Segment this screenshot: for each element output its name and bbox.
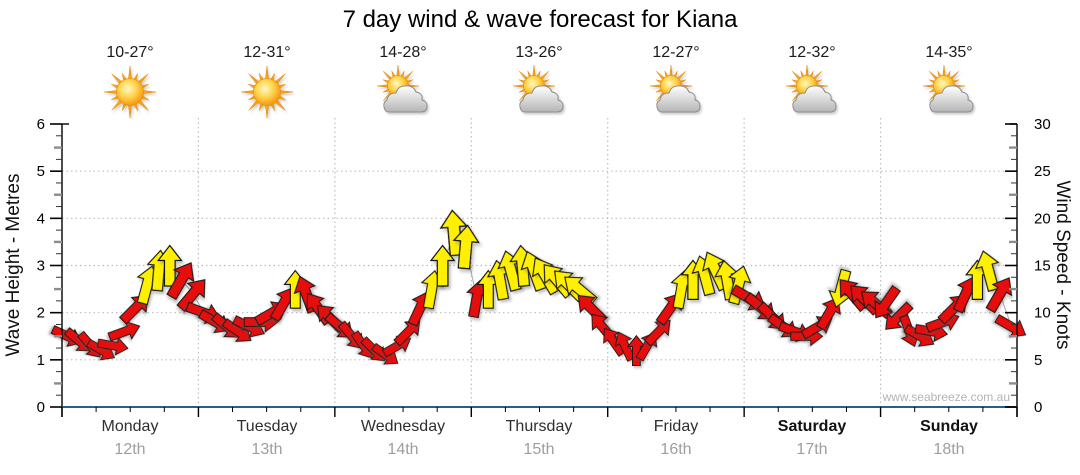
wind-arrow: [452, 224, 480, 270]
left-tick-label: 4: [37, 210, 45, 227]
cloud-icon: [383, 85, 428, 113]
temp-range-saturday: 12-32°: [788, 44, 836, 61]
date-label-12th: 12th: [114, 441, 146, 458]
watermark: www.seabreeze.com.au: [882, 390, 1010, 404]
sun-icon: [240, 65, 294, 119]
temp-range-monday: 10-27°: [106, 44, 154, 61]
wind-arrow: [643, 319, 671, 347]
axis-ticks: [50, 123, 1018, 417]
cloud-icon: [656, 85, 701, 113]
temp-range-thursday: 13-26°: [515, 44, 563, 61]
right-tick-label: 10: [1034, 305, 1051, 322]
wind-arrow: [156, 244, 183, 287]
wind-arrow: [429, 244, 456, 287]
left-tick-label: 1: [37, 352, 45, 369]
date-label-17th: 17th: [796, 441, 828, 458]
temp-range-wednesday: 14-28°: [379, 44, 427, 61]
left-tick-label: 3: [37, 258, 45, 275]
day-label-thursday: Thursday: [505, 418, 573, 435]
temp-range-tuesday: 12-31°: [243, 44, 291, 61]
date-label-13th: 13th: [251, 441, 283, 458]
cloud-icon: [792, 85, 837, 113]
cloud-icon: [519, 85, 564, 113]
day-label-sunday: Sunday: [920, 418, 978, 435]
weather-icon: [376, 64, 428, 113]
temp-range-sunday: 14-35°: [925, 44, 973, 61]
wind-arrow: [166, 262, 195, 301]
wind-arrow: [176, 279, 206, 313]
page-title: 7 day wind & wave forecast for Kiana: [342, 6, 738, 33]
temp-range-friday: 12-27°: [652, 44, 700, 61]
wind-arrow: [815, 297, 841, 331]
right-tick-label: 15: [1034, 258, 1051, 275]
right-axis-title: Wind Speed - Knots: [1052, 180, 1073, 350]
weather-icon: [240, 65, 294, 119]
day-label-saturday: Saturday: [777, 418, 847, 435]
right-tick-label: 20: [1034, 210, 1051, 227]
weather-icon: [103, 65, 157, 119]
right-tick-label: 25: [1034, 163, 1051, 180]
weather-icon: [649, 64, 701, 113]
left-tick-label: 2: [37, 305, 45, 322]
cloud-icon: [929, 85, 974, 113]
date-label-14th: 14th: [387, 441, 419, 458]
weather-icon: [512, 64, 564, 113]
sun-icon: [103, 65, 157, 119]
tick-labels: 0 1 2 3 4 5 6 0 5 10 15 20 25 30: [37, 116, 1051, 416]
left-tick-label: 0: [37, 399, 45, 416]
day-label-tuesday: Tuesday: [236, 418, 298, 435]
date-label-15th: 15th: [523, 441, 555, 458]
right-tick-label: 30: [1034, 116, 1051, 133]
left-axis-title: Wave Height - Metres: [3, 173, 24, 357]
wind-arrow: [614, 331, 636, 362]
weather-icon: [922, 64, 974, 113]
wind-arrow: [974, 250, 1000, 292]
wind-arrow: [874, 284, 902, 319]
left-tick-label: 6: [37, 116, 45, 133]
date-label-18th: 18th: [933, 441, 965, 458]
wind-arrow: [985, 277, 1013, 314]
date-label-16th: 16th: [660, 441, 692, 458]
right-tick-label: 0: [1034, 399, 1042, 416]
right-tick-label: 5: [1034, 352, 1042, 369]
weather-icon: [785, 64, 837, 113]
day-label-friday: Friday: [653, 418, 699, 435]
wind-arrows: [50, 209, 1027, 367]
day-label-monday: Monday: [101, 418, 159, 435]
wind-arrow: [603, 327, 627, 357]
wind-arrow: [393, 319, 421, 347]
wind-arrow: [994, 314, 1027, 338]
left-tick-label: 5: [37, 163, 45, 180]
day-label-wednesday: Wednesday: [360, 418, 446, 435]
wind-arrow: [885, 301, 914, 330]
